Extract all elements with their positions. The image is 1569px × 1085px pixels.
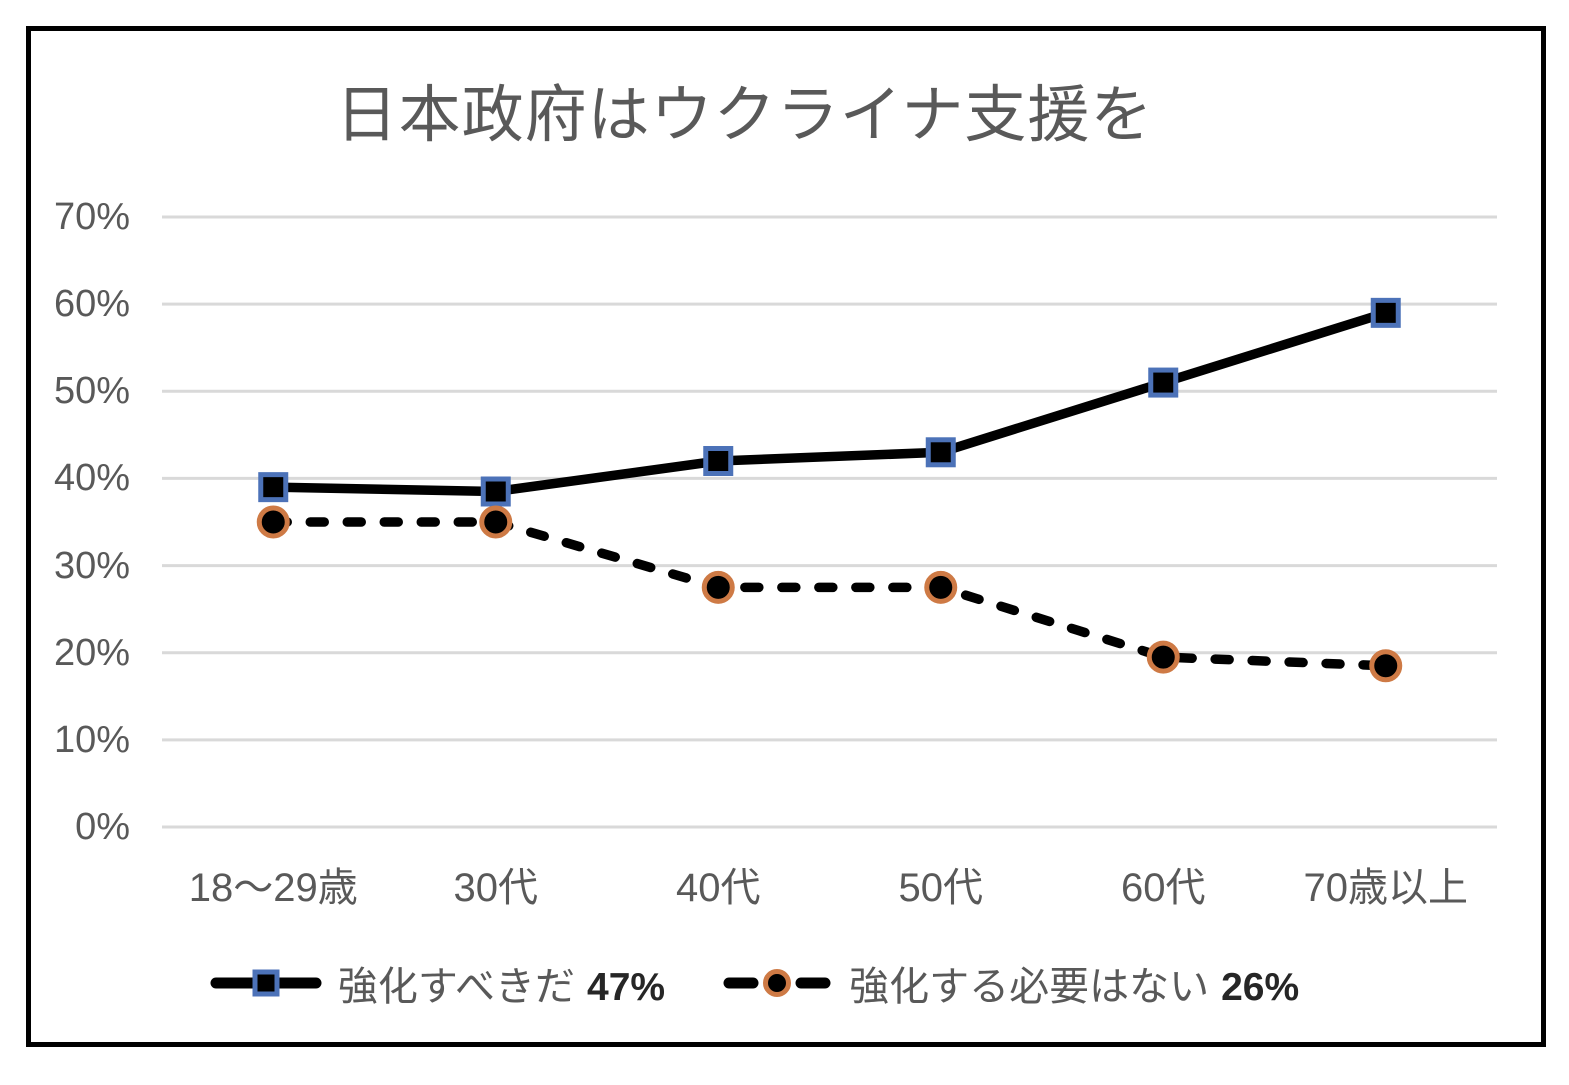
x-category-label: 50代 bbox=[898, 866, 984, 910]
x-category-label: 60代 bbox=[1121, 866, 1206, 910]
marker-circle bbox=[1369, 649, 1403, 683]
marker-circle bbox=[701, 570, 735, 604]
legend-value: 47% bbox=[587, 966, 666, 1009]
legend: 強化すべきだ 47% 強化する必要はない 26% bbox=[0, 955, 1509, 1011]
marker-circle bbox=[256, 505, 290, 539]
legend-label: 強化すべきだ 47% bbox=[337, 965, 666, 1009]
y-tick-label: 40% bbox=[53, 457, 130, 500]
y-tick-label: 70% bbox=[53, 196, 130, 238]
x-category-label: 18〜29歳 bbox=[188, 866, 358, 910]
marker-circle bbox=[479, 505, 513, 539]
y-tick-label: 20% bbox=[53, 631, 130, 674]
marker-square bbox=[480, 476, 511, 507]
marker-square bbox=[1370, 297, 1401, 328]
legend-item: 強化する必要はない 26% bbox=[721, 954, 1299, 1012]
x-category-label: 30代 bbox=[453, 866, 539, 910]
marker-circle bbox=[924, 570, 958, 604]
y-tick-label: 30% bbox=[53, 544, 130, 587]
marker-circle bbox=[1146, 640, 1180, 674]
x-category-label: 70歳以上 bbox=[1303, 866, 1469, 910]
x-category-label: 40代 bbox=[676, 866, 761, 910]
y-tick-label: 50% bbox=[53, 370, 130, 413]
series-line-dashed bbox=[268, 517, 1391, 671]
y-tick-label: 10% bbox=[53, 718, 130, 761]
chart-title: 日本政府はウクライナ支援を bbox=[335, 81, 1154, 150]
marker-square bbox=[925, 437, 956, 468]
legend-key-dashed-line bbox=[723, 969, 831, 997]
marker-square bbox=[258, 472, 289, 503]
series-line-solid bbox=[268, 308, 1391, 497]
legend-item: 強化すべきだ 47% bbox=[210, 954, 665, 1012]
y-tick-label: 60% bbox=[53, 283, 130, 326]
marker-square bbox=[703, 446, 734, 476]
legend-key-solid-line bbox=[210, 969, 322, 997]
legend-value: 26% bbox=[1221, 966, 1300, 1009]
marker-square bbox=[1148, 367, 1179, 398]
y-tick-label: 0% bbox=[75, 806, 130, 848]
legend-square-marker-icon bbox=[252, 969, 280, 997]
legend-circle-marker-icon bbox=[763, 969, 792, 997]
legend-label: 強化する必要はない 26% bbox=[849, 965, 1300, 1009]
